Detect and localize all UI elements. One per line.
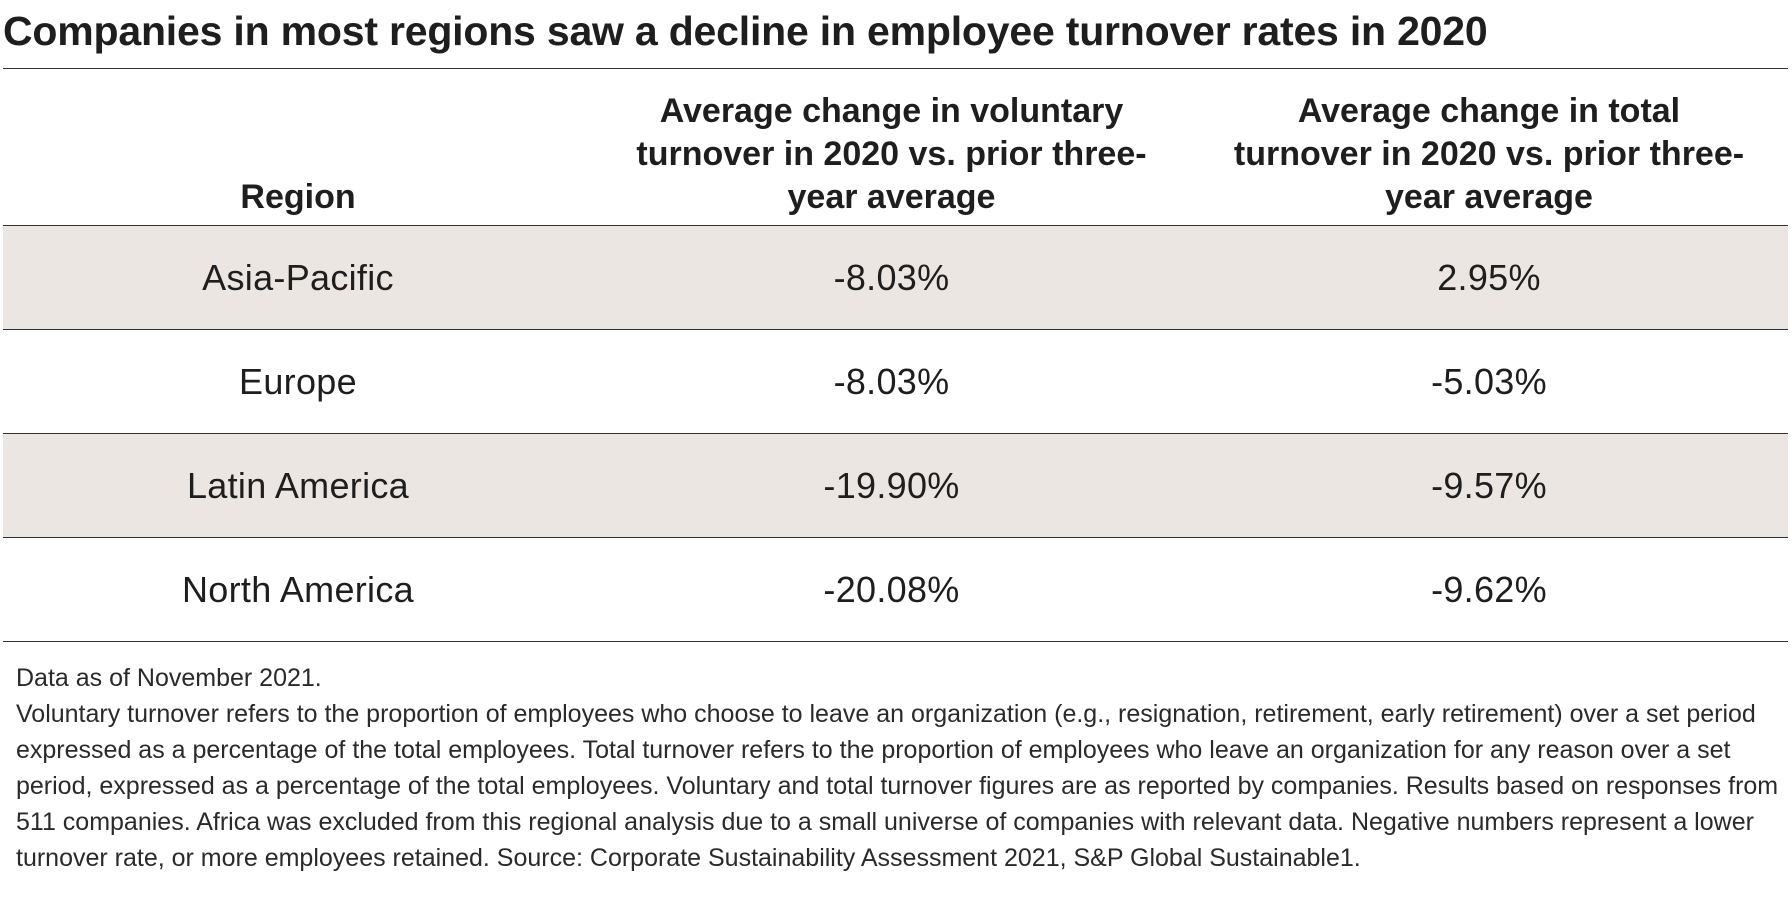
voluntary-cell: -20.08% bbox=[593, 537, 1190, 642]
header-row: Region Average change in voluntary turno… bbox=[3, 69, 1788, 226]
table-body: Asia-Pacific -8.03% 2.95% Europe -8.03% … bbox=[3, 225, 1788, 642]
turnover-table: Region Average change in voluntary turno… bbox=[3, 69, 1788, 642]
top-rule bbox=[3, 68, 1788, 69]
data-date-note: Data as of November 2021. bbox=[16, 664, 322, 692]
voluntary-cell: -8.03% bbox=[593, 225, 1190, 330]
voluntary-cell: -8.03% bbox=[593, 329, 1190, 434]
table-row: Asia-Pacific -8.03% 2.95% bbox=[3, 225, 1788, 330]
column-header-region: Region bbox=[3, 69, 593, 226]
voluntary-cell: -19.90% bbox=[593, 433, 1190, 538]
table-row: North America -20.08% -9.62% bbox=[3, 537, 1788, 642]
column-header-total: Average change in total turnover in 2020… bbox=[1190, 69, 1788, 226]
region-cell: Latin America bbox=[3, 433, 593, 538]
table-row: Europe -8.03% -5.03% bbox=[3, 329, 1788, 434]
total-cell: -9.62% bbox=[1190, 537, 1788, 642]
region-cell: Europe bbox=[3, 329, 593, 434]
total-cell: 2.95% bbox=[1190, 225, 1788, 330]
footnotes: Data as of November 2021. Voluntary turn… bbox=[16, 660, 1788, 876]
region-cell: North America bbox=[3, 537, 593, 642]
chart-title: Companies in most regions saw a decline … bbox=[3, 8, 1488, 54]
column-header-voluntary: Average change in voluntary turnover in … bbox=[593, 69, 1190, 226]
total-cell: -9.57% bbox=[1190, 433, 1788, 538]
total-cell: -5.03% bbox=[1190, 329, 1788, 434]
methodology-note: Voluntary turnover refers to the proport… bbox=[16, 700, 1779, 872]
table-row: Latin America -19.90% -9.57% bbox=[3, 433, 1788, 538]
region-cell: Asia-Pacific bbox=[3, 225, 593, 330]
